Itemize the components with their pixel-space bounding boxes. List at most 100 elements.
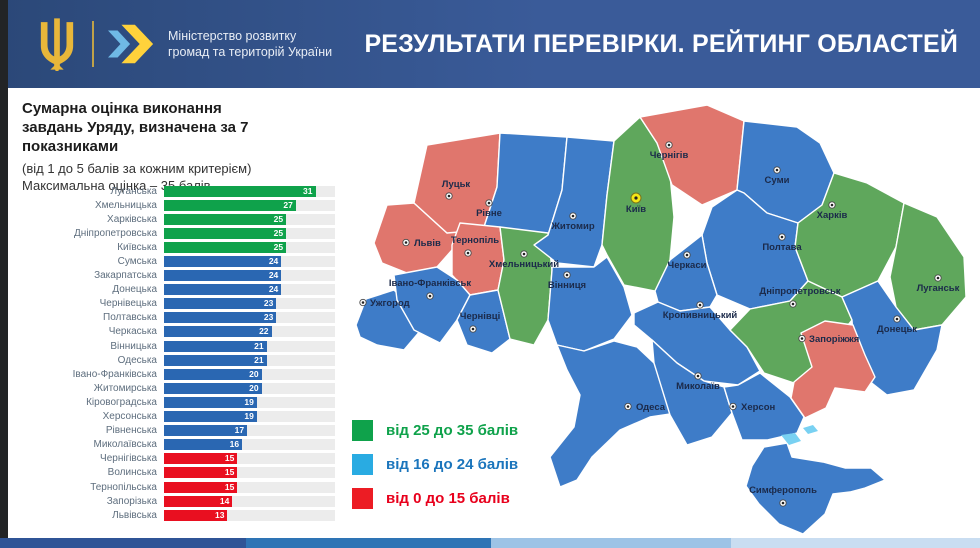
chart-row-track: 24 [164, 284, 335, 296]
chart-row-label: Полтавська [103, 312, 157, 324]
chart-row-track: 23 [164, 312, 335, 324]
chart-row-value: 24 [268, 284, 279, 295]
chart-row: Львівська 13 [22, 508, 335, 522]
chart-row-value: 14 [219, 495, 230, 506]
chart-row-track: 14 [164, 495, 335, 507]
chart-row-bar: 15 [164, 481, 238, 493]
footer-segment-1 [0, 538, 246, 548]
chart-subtitle-line1: (від 1 до 5 балів за кожним критерієм) [22, 161, 252, 177]
city-label: Луганськ [917, 283, 960, 294]
region-vinnytsia [547, 256, 633, 352]
ministry-name-line2: громад та територій України [168, 45, 333, 59]
city-label: Харків [817, 210, 848, 221]
chart-row-bar: 13 [164, 509, 228, 521]
chart-row-track: 25 [164, 241, 335, 253]
chart-row-bar: 19 [164, 396, 257, 408]
chart-row-bar: 24 [164, 256, 282, 268]
footer-segment-3 [491, 538, 731, 548]
ministry-name-line1: Міністерство розвитку [168, 28, 297, 43]
chart-row-label: Херсонська [102, 411, 157, 423]
chart-row-label: Дніпропетровська [74, 227, 157, 239]
city-label: Дніпропетровськ [759, 286, 840, 297]
chart-row-value: 27 [283, 199, 293, 210]
chart-row-label: Волинська [107, 467, 157, 479]
chart-row: Чернівецька 23 [22, 297, 335, 311]
city-label: Суми [765, 175, 790, 186]
ministry-logo-group: Міністерство розвитку громад та територі… [38, 17, 332, 71]
chart-row: Донецька 24 [22, 283, 335, 297]
sivash-water [781, 433, 801, 445]
chart-row-bar: 15 [164, 453, 238, 465]
chart-row-label: Донецька [112, 284, 157, 296]
chart-row-track: 21 [164, 340, 335, 352]
chart-title-line2: завдань Уряду, визначена за 7 показникам… [22, 118, 249, 155]
chart-row-track: 31 [164, 185, 335, 197]
city-label: Львів [414, 238, 441, 249]
chart-row-value: 25 [273, 213, 284, 224]
chart-row-bar: 27 [164, 199, 296, 211]
chart-row-label: Хмельницька [94, 199, 157, 211]
chart-row-value: 25 [273, 227, 284, 238]
chart-row-value: 21 [254, 354, 264, 365]
chart-row: Волинська 15 [22, 466, 335, 480]
chart-row-track: 15 [164, 453, 335, 465]
city-label: Житомир [550, 221, 594, 232]
chart-caption: Сумарна оцінка виконання завдань Уряду, … [22, 100, 337, 195]
chart-row-track: 15 [164, 481, 335, 493]
legend-swatch-red [352, 488, 373, 509]
chart-row-value: 25 [273, 241, 284, 252]
region-odesa [549, 340, 678, 488]
page-title: РЕЗУЛЬТАТИ ПЕРЕВІРКИ. РЕЙТИНГ ОБЛАСТЕЙ [364, 29, 958, 58]
city-label: Ужгород [370, 298, 410, 309]
chart-row-label: Вінницька [110, 340, 157, 352]
chart-row-value: 24 [268, 270, 279, 281]
chart-row: Миколаївська 16 [22, 438, 335, 452]
header-bar: Міністерство розвитку громад та територі… [0, 0, 980, 88]
city-label: Донецьк [877, 324, 917, 335]
city-label: Миколаїв [676, 381, 720, 392]
city-label: Чернігів [650, 150, 689, 161]
chart-row-track: 23 [164, 298, 335, 310]
chart-row-track: 17 [164, 425, 335, 437]
city-label: Рівне [476, 208, 502, 219]
logo-divider [92, 21, 94, 67]
chart-row: Київська 25 [22, 240, 335, 254]
city-label: Тернопіль [451, 235, 499, 246]
chart-row-label: Харківська [107, 213, 157, 225]
ukraine-map: Луцьк Рівне Львів Тернопіль Хмельницький… [345, 90, 975, 542]
chart-row-value: 23 [263, 298, 274, 309]
chart-row-track: 20 [164, 382, 335, 394]
chart-row-track: 25 [164, 227, 335, 239]
city-label: Черкаси [668, 260, 707, 271]
chart-row-bar: 24 [164, 270, 282, 282]
chart-row-bar: 22 [164, 326, 272, 338]
city-label: Івано-Франківськ [389, 278, 471, 289]
chart-row: Кіровоградська 19 [22, 395, 335, 409]
chart-row: Чернігівська 15 [22, 452, 335, 466]
chart-row: Дніпропетровська 25 [22, 226, 335, 240]
chart-row: Запорізька 14 [22, 494, 335, 508]
region-zaporizhzhia [790, 320, 876, 419]
chart-row-label: Миколаївська [93, 439, 158, 451]
chart-title-line1: Сумарна оцінка виконання [22, 100, 222, 117]
chart-row-bar: 25 [164, 241, 287, 253]
chart-row-bar: 17 [164, 425, 248, 437]
chart-row-label: Чернівецька [99, 298, 157, 310]
legend-label-green: від 25 до 35 балів [386, 422, 519, 439]
chart-row-value: 22 [259, 326, 269, 337]
footer-segment-2 [246, 538, 491, 548]
legend-swatch-green [352, 420, 373, 441]
chart-row-value: 19 [244, 396, 254, 407]
city-label: Симферополь [749, 485, 817, 496]
footer-bar [0, 538, 980, 548]
map-legend: від 25 до 35 балів від 16 до 24 балів ві… [352, 420, 518, 522]
chart-row-label: Чернігівська [100, 453, 157, 465]
chart-row-bar: 15 [164, 467, 238, 479]
city-label-capital: Київ [626, 204, 646, 215]
chart-row-value: 17 [234, 425, 245, 436]
chart-row-track: 15 [164, 467, 335, 479]
city-label: Полтава [762, 242, 802, 253]
chart-row-bar: 14 [164, 495, 233, 507]
chart-row-bar: 23 [164, 298, 277, 310]
chart-row-label: Сумська [117, 256, 157, 268]
